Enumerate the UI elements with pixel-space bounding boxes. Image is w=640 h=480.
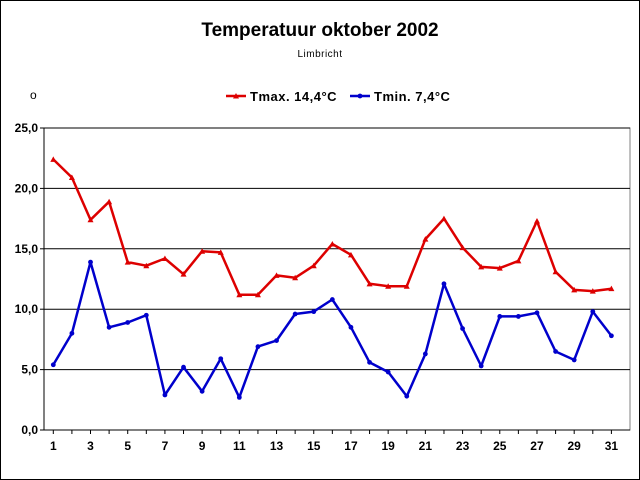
data-point-tmin [515, 314, 521, 319]
data-point-tmin [162, 392, 168, 398]
data-point-tmin [88, 259, 93, 265]
data-point-tmax [608, 285, 615, 292]
data-point-tmax [143, 262, 150, 269]
data-point-tmax [310, 262, 317, 269]
x-tick-label: 31 [605, 439, 619, 453]
legend-marker-2 [357, 93, 363, 99]
data-point-tmax [366, 280, 373, 287]
data-point-tmin [311, 309, 317, 315]
data-point-tmax [329, 240, 336, 247]
plot-area [43, 127, 631, 431]
data-point-tmax [533, 218, 540, 224]
data-point-tmin [50, 362, 56, 368]
x-tick-label: 27 [530, 439, 544, 453]
x-tick-label: 7 [162, 439, 169, 453]
x-tick-label: 13 [270, 439, 284, 453]
x-tick-label: 15 [307, 439, 321, 453]
legend-label-2: Tmin. 7,4°C [374, 89, 451, 104]
data-point-tmax [571, 286, 578, 293]
data-point-tmin [608, 333, 614, 339]
legend-marker-1 [233, 93, 239, 99]
data-point-tmax [478, 263, 485, 270]
chart-title: Temperatuur oktober 2002 [201, 20, 439, 41]
y-tick-label: 5,0 [21, 363, 38, 377]
data-point-tmin [460, 326, 465, 331]
legend-label-1: Tmax. 14,4°C [250, 89, 337, 104]
data-point-tmax [385, 283, 392, 289]
data-point-tmax [292, 274, 299, 281]
data-point-tmax [254, 291, 261, 298]
data-point-tmin [181, 364, 186, 370]
data-point-tmax [440, 215, 447, 222]
x-tick-label: 23 [456, 439, 470, 453]
data-point-tmin [329, 297, 335, 302]
data-point-tmin [199, 388, 205, 394]
data-point-tmin [218, 356, 224, 362]
data-point-tmax [236, 291, 243, 298]
data-point-tmax [87, 216, 94, 223]
data-point-tmax [496, 265, 503, 271]
data-point-tmax [589, 288, 596, 294]
x-tick-label: 29 [568, 439, 582, 453]
data-point-tmin [441, 281, 447, 287]
data-point-tmin [367, 359, 372, 365]
x-tick-label: 19 [381, 439, 395, 453]
x-tick-label: 5 [124, 439, 131, 453]
data-point-tmin [125, 320, 131, 325]
data-point-tmin [553, 349, 558, 354]
data-point-tmin [292, 311, 298, 317]
x-tick-label: 25 [493, 439, 507, 453]
y-tick-label: 0,0 [21, 423, 38, 437]
data-point-tmax [180, 271, 187, 277]
chart-subtitle: Limbricht [297, 49, 343, 60]
y-tick-label: 25,0 [15, 121, 39, 135]
y-tick-label: 20,0 [15, 181, 39, 195]
data-point-tmax [161, 255, 168, 261]
data-point-tmin [274, 338, 279, 344]
data-point-tmin [255, 344, 261, 350]
data-point-tmax [68, 174, 75, 181]
data-point-tmin [143, 312, 149, 318]
data-point-tmax [403, 283, 410, 289]
series-line-1 [52, 158, 612, 296]
x-tick-label: 9 [199, 439, 206, 453]
data-point-tmin [69, 330, 75, 336]
data-point-tmax [106, 198, 113, 205]
data-point-tmin [385, 369, 391, 375]
y-tick-label: 10,0 [15, 302, 39, 316]
data-point-tmin [478, 363, 484, 369]
data-point-tmin [348, 324, 354, 330]
x-tick-label: 3 [87, 439, 94, 453]
data-point-tmin [106, 324, 112, 330]
data-point-tmax [50, 156, 57, 162]
data-point-tmin [571, 357, 577, 363]
data-point-tmax [347, 251, 354, 258]
data-point-tmin [497, 314, 503, 319]
data-point-tmax [552, 268, 559, 275]
data-point-tmin [404, 393, 410, 399]
data-point-tmax [515, 257, 522, 264]
data-point-tmax [459, 244, 466, 251]
y-axis-label: o [30, 88, 37, 102]
data-point-tmin [590, 309, 596, 315]
data-point-tmin [236, 394, 242, 400]
series-line-2 [52, 260, 613, 399]
x-tick-label: 11 [233, 439, 246, 453]
x-tick-label: 21 [419, 439, 433, 453]
x-tick-label: 17 [344, 439, 358, 453]
data-point-tmin [422, 351, 428, 357]
data-point-tmax [422, 236, 429, 242]
data-point-tmax [217, 249, 224, 255]
data-point-tmax [199, 248, 206, 254]
data-point-tmax [273, 272, 280, 278]
data-point-tmax [124, 259, 131, 265]
data-point-tmin [534, 310, 540, 316]
y-tick-label: 15,0 [15, 242, 39, 256]
x-tick-label: 1 [50, 439, 57, 453]
